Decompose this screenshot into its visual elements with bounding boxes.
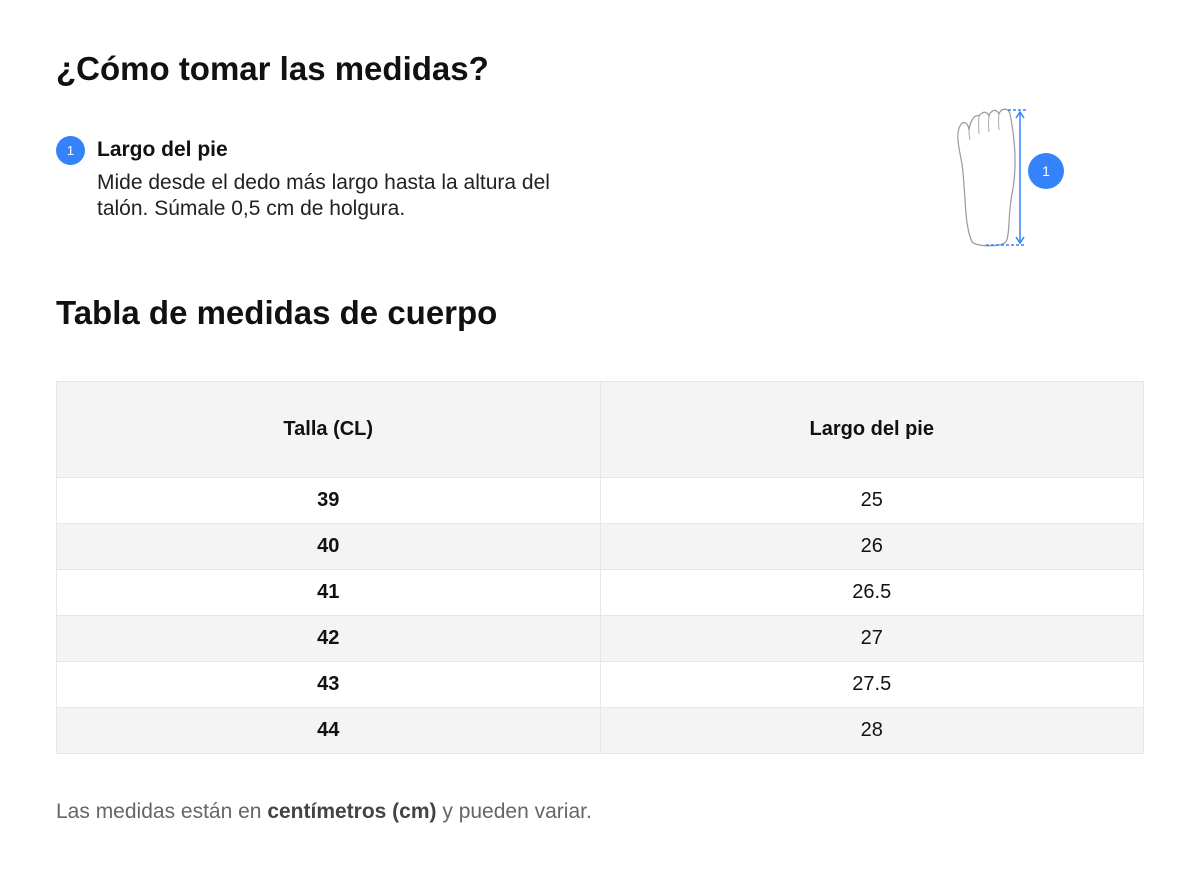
foot-length-cell: 27.5 <box>599 661 1144 708</box>
size-cell: 43 <box>56 661 601 708</box>
foot-length-cell: 25 <box>599 477 1144 524</box>
foot-length-cell: 28 <box>599 707 1144 754</box>
size-cell: 41 <box>56 569 601 616</box>
step-number-badge: 1 <box>56 136 85 165</box>
size-cell: 40 <box>56 523 601 570</box>
column-header-foot-length: Largo del pie <box>599 381 1144 478</box>
size-cell: 42 <box>56 615 601 662</box>
table-header-row: Talla (CL) Largo del pie <box>56 381 1144 478</box>
size-cell: 39 <box>56 477 601 524</box>
step-description: Mide desde el dedo más largo hasta la al… <box>97 171 550 220</box>
note-suffix: y pueden variar. <box>436 800 592 823</box>
table-row: 40 26 <box>56 523 1144 570</box>
units-note: Las medidas están en centímetros (cm) y … <box>56 800 592 824</box>
illustration-marker: 1 <box>1042 163 1050 179</box>
size-cell: 44 <box>56 707 601 754</box>
foot-length-icon: 1 <box>950 104 1070 259</box>
note-prefix: Las medidas están en <box>56 800 268 823</box>
table-title: Tabla de medidas de cuerpo <box>56 294 498 331</box>
table-row: 42 27 <box>56 615 1144 662</box>
foot-length-cell: 26 <box>599 523 1144 570</box>
step-title: Largo del pie <box>97 138 228 161</box>
table-row: 39 25 <box>56 477 1144 524</box>
table-row: 44 28 <box>56 707 1144 754</box>
note-units: centímetros (cm) <box>267 800 437 823</box>
foot-length-cell: 27 <box>599 615 1144 662</box>
table-row: 43 27.5 <box>56 661 1144 708</box>
column-header-size: Talla (CL) <box>56 381 601 478</box>
page-title: ¿Cómo tomar las medidas? <box>56 50 489 87</box>
size-table: Talla (CL) Largo del pie 39 25 40 26 41 26.5 4… <box>56 381 1144 754</box>
table-row: 41 26.5 <box>56 569 1144 616</box>
foot-length-cell: 26.5 <box>599 569 1144 616</box>
